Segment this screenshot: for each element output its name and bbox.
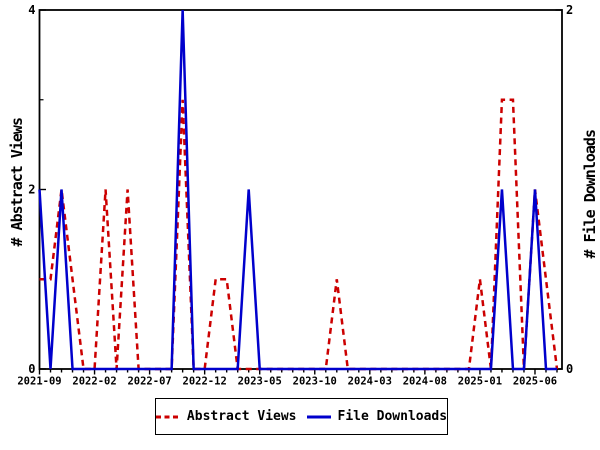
y-axis-right-tick-label: 0 [566, 362, 573, 376]
x-axis-tick-label: 2024-08 [403, 376, 447, 388]
x-axis-tick-label: 2022-02 [72, 376, 116, 388]
x-axis-tick-label: 2023-10 [293, 376, 337, 388]
series-line-file-downloads [38, 9, 557, 371]
y-axis-title-right: # File Downloads [581, 130, 599, 259]
legend: Abstract Views File Downloads [155, 398, 448, 435]
y-axis-left-tick-label: 2 [28, 183, 35, 197]
x-axis-tick-label: 2023-05 [238, 376, 282, 388]
legend-line-dashed-icon [155, 415, 180, 418]
series-line-abstract-views [39, 98, 559, 371]
x-axis-tick-label: 2021-09 [17, 376, 61, 388]
legend-item-file-downloads: File Downloads [306, 409, 448, 424]
legend-label-file-downloads: File Downloads [337, 409, 448, 424]
legend-line-solid-icon [306, 415, 331, 418]
y-axis-title-left: # Abstract Views [8, 118, 26, 247]
y-axis-left-tick-label: 0 [28, 362, 35, 376]
y-axis-left-tick-label: 4 [28, 3, 35, 17]
x-axis-tick-label: 2025-01 [458, 376, 502, 388]
x-axis-tick-label: 2022-12 [183, 376, 227, 388]
x-axis-tick-label: 2024-03 [348, 376, 392, 388]
y-axis-right-tick-label: 2 [566, 3, 573, 17]
legend-label-abstract-views: Abstract Views [186, 409, 297, 424]
x-axis-tick-label: 2022-07 [127, 376, 171, 388]
x-axis-tick-label: 2025-06 [513, 376, 557, 388]
legend-item-abstract-views: Abstract Views [155, 409, 297, 424]
